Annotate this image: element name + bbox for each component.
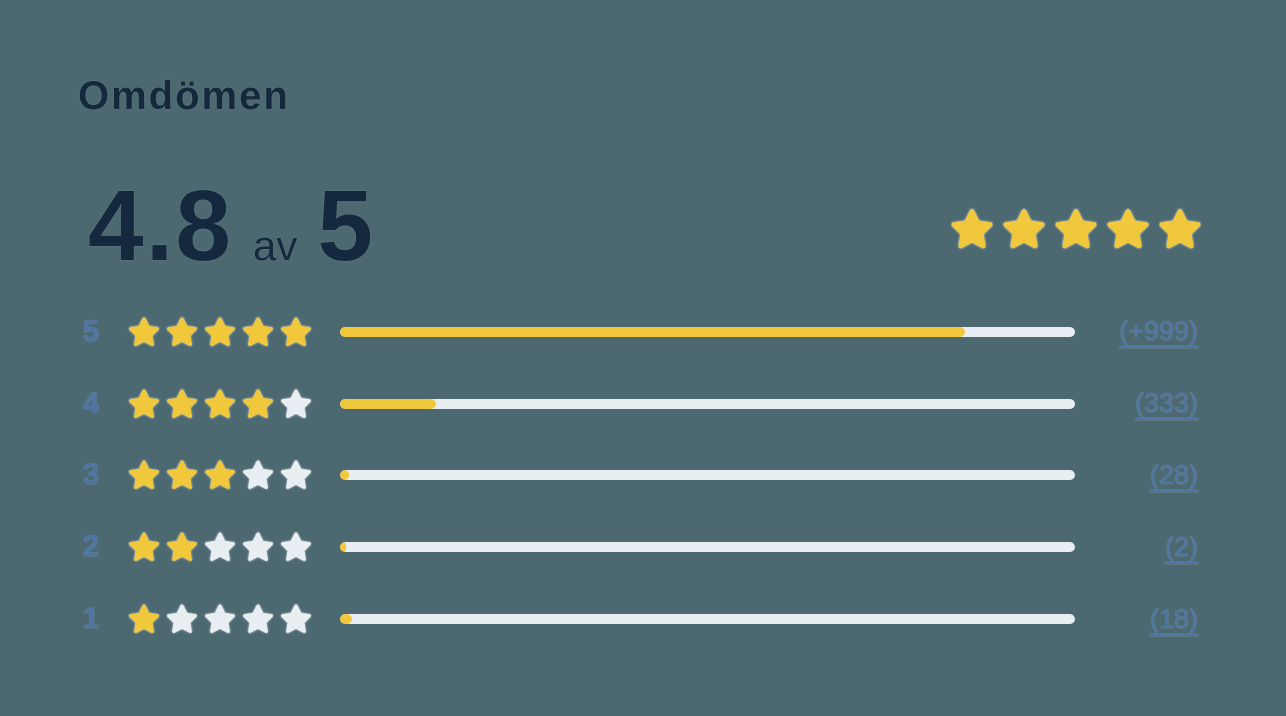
star-icon — [951, 209, 993, 249]
star-icon — [205, 389, 235, 418]
star-icon — [205, 532, 235, 562]
rating-bar-track — [340, 470, 1075, 481]
rating-row: 4 (333) — [78, 368, 1198, 440]
rating-bar-track — [340, 542, 1075, 553]
rating-score: 4.8 — [88, 170, 234, 282]
rating-summary: 4.8 av 5 — [88, 176, 375, 276]
review-count-link[interactable]: (18) — [1149, 603, 1198, 634]
review-count-link[interactable]: (333) — [1134, 388, 1198, 419]
star-icon — [167, 604, 197, 634]
star-icon — [281, 532, 311, 562]
row-star-rating — [128, 388, 312, 420]
rating-bar-fill — [340, 470, 349, 481]
widget-title: Omdömen — [78, 74, 290, 118]
star-icon — [129, 389, 159, 418]
rating-bar-fill — [340, 326, 965, 337]
star-icon — [281, 460, 311, 490]
star-icon — [281, 604, 311, 634]
rating-bar-track — [340, 614, 1075, 625]
review-count-link[interactable]: (28) — [1149, 459, 1198, 490]
star-icon — [281, 317, 311, 346]
rating-row: 5 (+999) — [78, 296, 1198, 368]
star-icon — [243, 460, 273, 490]
row-star-level: 3 — [82, 458, 100, 492]
review-count-link[interactable]: (+999) — [1119, 316, 1198, 347]
row-star-rating — [128, 459, 312, 491]
rating-bar-fill — [340, 398, 436, 409]
star-icon — [243, 389, 273, 418]
rating-bar-fill — [340, 542, 346, 553]
row-star-level: 2 — [82, 530, 100, 564]
row-star-rating — [128, 531, 312, 563]
review-count-link[interactable]: (2) — [1165, 531, 1198, 562]
rating-separator: av — [253, 222, 298, 269]
star-icon — [129, 317, 159, 346]
rating-distribution: 5 (+999) 4 (333) 3 (28) 2 (2) 1 (18) — [78, 296, 1198, 655]
star-icon — [129, 460, 159, 490]
star-icon — [1159, 209, 1201, 249]
star-icon — [243, 317, 273, 346]
star-icon — [1107, 209, 1149, 249]
rating-bar-track — [340, 398, 1075, 409]
rating-row: 2 (2) — [78, 511, 1198, 583]
rating-row: 1 (18) — [78, 583, 1198, 655]
star-icon — [1055, 209, 1097, 249]
star-icon — [167, 317, 197, 346]
row-star-level: 4 — [82, 386, 100, 420]
rating-max: 5 — [317, 170, 375, 282]
row-star-rating — [128, 316, 312, 348]
star-icon — [205, 460, 235, 490]
star-icon — [129, 604, 159, 634]
star-icon — [281, 389, 311, 418]
star-icon — [205, 604, 235, 634]
rating-row: 3 (28) — [78, 440, 1198, 512]
star-icon — [129, 532, 159, 562]
rating-bar-fill — [340, 614, 353, 625]
star-icon — [1003, 209, 1045, 249]
star-icon — [167, 389, 197, 418]
star-icon — [243, 604, 273, 634]
star-icon — [205, 317, 235, 346]
row-star-level: 1 — [82, 602, 100, 636]
rating-bar-track — [340, 326, 1075, 337]
star-icon — [243, 532, 273, 562]
star-icon — [167, 460, 197, 490]
row-star-rating — [128, 603, 312, 635]
summary-star-rating — [950, 207, 1202, 251]
star-icon — [167, 532, 197, 562]
row-star-level: 5 — [82, 314, 100, 348]
